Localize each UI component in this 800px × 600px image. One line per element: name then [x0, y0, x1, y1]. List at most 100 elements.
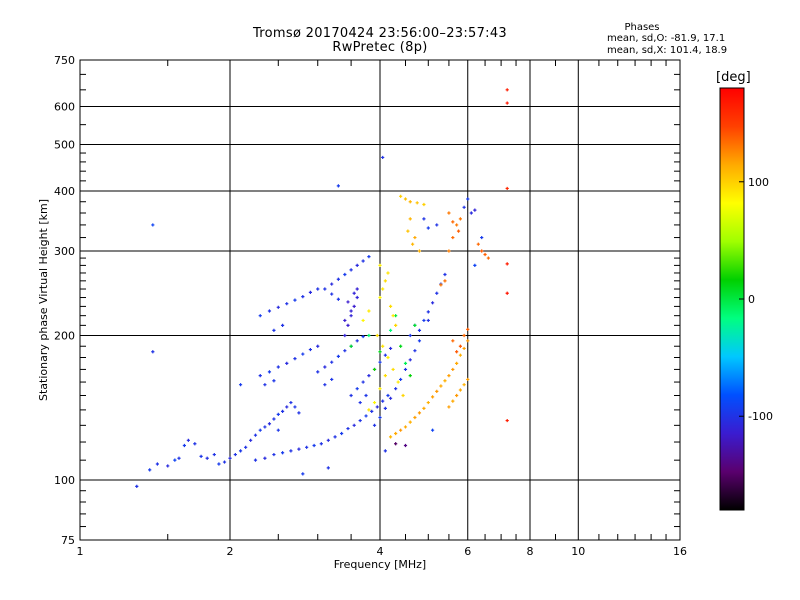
x-tick-labels: 1 2 4 6 8 10 16 [77, 545, 688, 558]
data-point [276, 305, 280, 309]
data-point [426, 318, 430, 323]
data-point [439, 283, 443, 287]
data-point [355, 263, 359, 267]
data-point [480, 235, 484, 240]
data-point [388, 435, 393, 439]
data-point [372, 400, 377, 405]
data-points [135, 88, 509, 488]
colorbar-tick-label: 100 [748, 176, 769, 189]
data-point [378, 263, 382, 267]
data-point [349, 344, 353, 348]
data-point [364, 393, 368, 398]
data-point [155, 462, 160, 466]
phases-heading: Phases [624, 22, 660, 33]
data-point [267, 422, 272, 426]
data-point [316, 344, 320, 348]
data-point [316, 287, 320, 291]
data-point [372, 367, 377, 372]
data-point [263, 456, 267, 460]
data-point [439, 384, 443, 388]
data-point [177, 456, 181, 460]
data-point [361, 318, 365, 323]
data-point [403, 367, 408, 372]
data-point [355, 287, 359, 291]
data-point [435, 291, 439, 295]
data-point [151, 350, 155, 354]
data-point [462, 383, 466, 387]
y-tick-label: 750 [54, 54, 75, 67]
data-point [361, 334, 365, 339]
data-point [447, 249, 451, 253]
data-point [346, 426, 350, 431]
data-point [297, 447, 301, 451]
data-point [447, 211, 451, 215]
colorbar-tick-label: 0 [748, 293, 755, 306]
data-point [280, 451, 285, 455]
y-tick-labels: 75 100 200 300 400 500 600 750 [54, 54, 75, 547]
data-point [473, 263, 477, 267]
data-point [358, 418, 362, 423]
data-point [222, 460, 227, 464]
x-axis-label: Frequency [MHz] [334, 558, 426, 571]
data-point [381, 287, 385, 291]
data-point [375, 405, 379, 409]
data-point [396, 380, 400, 384]
data-point [349, 309, 353, 313]
data-point [212, 452, 216, 457]
data-point [381, 344, 385, 348]
data-point [430, 428, 435, 432]
data-point [408, 374, 412, 378]
data-point [358, 400, 362, 405]
data-point [233, 452, 237, 457]
data-point [447, 374, 451, 378]
data-point [422, 202, 426, 207]
data-point [455, 361, 459, 365]
data-point [326, 466, 330, 470]
data-point [394, 431, 398, 436]
data-point [323, 365, 327, 369]
data-point [466, 197, 470, 201]
data-point [173, 458, 177, 462]
data-point [394, 442, 398, 446]
data-point [346, 323, 350, 327]
data-point [455, 223, 459, 227]
data-point [451, 220, 455, 224]
colorbar-ticks: 100 0 -100 [739, 176, 773, 423]
data-point [336, 354, 340, 358]
data-point [443, 379, 447, 383]
data-point [466, 377, 470, 382]
data-point [333, 435, 337, 439]
data-point [323, 383, 327, 387]
x-tick-label: 8 [527, 545, 534, 558]
data-point [430, 395, 435, 399]
data-point [361, 380, 365, 384]
data-point [417, 328, 422, 332]
data-point [316, 370, 320, 374]
y-axis-label: Stationary phase Virtual Height [km] [37, 199, 50, 401]
data-point [336, 297, 340, 301]
data-point [367, 255, 371, 259]
data-point [148, 468, 152, 472]
data-point [403, 425, 408, 429]
data-point [388, 328, 393, 332]
data-point [378, 415, 382, 420]
data-point [285, 405, 289, 409]
data-point [343, 349, 347, 353]
data-point [186, 438, 190, 442]
y-tick-label: 600 [54, 101, 75, 114]
minor-ticks [80, 60, 680, 540]
data-point [417, 249, 422, 253]
data-point [447, 405, 451, 409]
x-tick-label: 1 [77, 545, 84, 558]
data-point [267, 309, 272, 313]
data-point [308, 347, 313, 352]
data-point [166, 464, 170, 468]
data-point [276, 365, 280, 369]
data-point [349, 268, 353, 272]
data-point [280, 409, 285, 413]
data-point [394, 323, 398, 327]
data-point [386, 393, 390, 398]
data-point [505, 101, 509, 105]
data-point [505, 186, 509, 191]
